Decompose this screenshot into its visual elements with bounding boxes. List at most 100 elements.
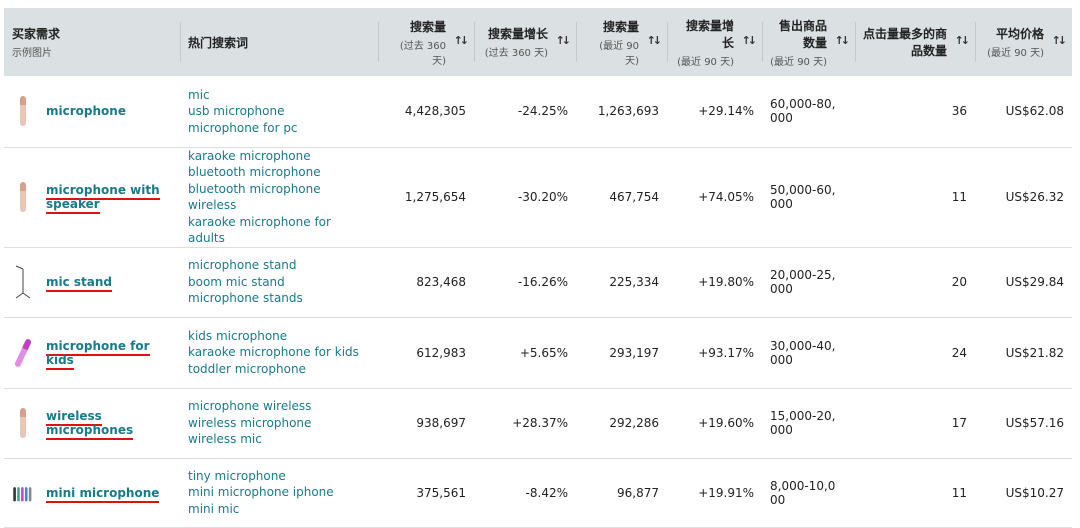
search-term-link[interactable]: wireless mic: [188, 432, 262, 447]
column-subtitle: (最近 90 天): [677, 56, 734, 68]
search-growth-360: +28.37%: [474, 388, 576, 459]
search-volume-360: 938,697: [378, 388, 474, 459]
average-price: US$10.27: [975, 458, 1072, 528]
search-term-link[interactable]: mini microphone iphone: [188, 485, 334, 500]
buyer-need-link[interactable]: wireless microphones: [46, 409, 134, 440]
search-terms-cell: karaoke microphone bluetooth microphone bl…: [180, 147, 378, 248]
most-clicked-count: 36: [855, 76, 975, 148]
table-row: microphone mic usb microphone microphone fo…: [4, 76, 1072, 148]
search-volume-360: 4,428,305: [378, 76, 474, 148]
search-term-link[interactable]: mic: [188, 87, 210, 102]
column-header[interactable]: 搜索量 (最近 90 天) ↑↓: [576, 8, 667, 76]
column-title: 平均价格: [995, 27, 1044, 41]
search-term-link[interactable]: bluetooth microphone: [188, 165, 321, 179]
search-volume-90: 225,334: [576, 247, 667, 318]
average-price: US$26.32: [975, 147, 1072, 248]
buyer-needs-table: 买家需求 示例图片 热门搜索词 搜索量 (过去 360 天) ↑↓ 搜索量增长 (过去 360…: [4, 8, 1072, 528]
column-subtitle: (最近 90 天): [770, 56, 827, 68]
search-growth-360: -30.20%: [474, 147, 576, 248]
column-title: 热门搜索词: [188, 35, 249, 50]
most-clicked-count: 17: [855, 388, 975, 459]
search-volume-90: 1,263,693: [576, 76, 667, 148]
column-title: 搜索量: [409, 19, 446, 34]
units-sold: 30,000-40,000: [762, 317, 855, 389]
search-terms-cell: mic usb microphone microphone for pc: [180, 76, 378, 148]
search-term-link[interactable]: microphone stands: [188, 291, 303, 306]
search-growth-360: -16.26%: [474, 247, 576, 318]
most-clicked-count: 11: [855, 147, 975, 248]
search-term-link[interactable]: kids microphone: [188, 328, 288, 343]
search-term-link[interactable]: karaoke microphone: [188, 148, 311, 163]
sort-icon[interactable]: ↑↓: [646, 34, 663, 47]
buyer-need-link[interactable]: microphone for kids: [46, 338, 150, 370]
search-volume-90: 96,877: [576, 458, 667, 528]
search-volume-90: 292,286: [576, 388, 667, 459]
search-growth-90: +74.05%: [667, 147, 762, 248]
search-term-link[interactable]: tiny microphone: [188, 468, 286, 483]
column-header[interactable]: 搜索量增长 (过去 360 天) ↑↓: [474, 8, 576, 76]
buyer-need-cell: microphone: [4, 76, 180, 148]
buyer-need-cell: wireless microphones: [4, 388, 180, 459]
table-row: microphone for kids kids microphone karaok…: [4, 317, 1072, 389]
buyer-need-link[interactable]: mini microphone: [46, 485, 160, 503]
search-growth-90: +19.91%: [667, 458, 762, 528]
column-header[interactable]: 售出商品数量 (最近 90 天) ↑↓: [762, 8, 855, 76]
units-sold: 50,000-60,000: [762, 147, 855, 248]
search-term-link[interactable]: microphone stand: [188, 258, 297, 273]
column-title: 搜索量增长: [487, 27, 548, 41]
column-subtitle: 示例图片: [12, 48, 52, 59]
search-volume-360: 612,983: [378, 317, 474, 389]
search-growth-90: +19.60%: [667, 388, 762, 459]
column-header: 买家需求 示例图片: [4, 8, 180, 76]
buyer-need-link[interactable]: microphone with speaker: [46, 183, 160, 214]
column-header[interactable]: 点击量最多的商品数量 ↑↓: [855, 8, 975, 76]
search-term-link[interactable]: microphone wireless: [188, 399, 312, 414]
search-term-link[interactable]: bluetooth microphone wireless: [188, 181, 321, 213]
sort-icon[interactable]: ↑↓: [555, 34, 572, 47]
search-term-link[interactable]: karaoke microphone for kids: [188, 345, 359, 360]
search-term-link[interactable]: boom mic stand: [188, 274, 285, 289]
table-row: microphone with speaker karaoke microphon…: [4, 147, 1072, 248]
most-clicked-count: 24: [855, 317, 975, 389]
sort-icon[interactable]: ↑↓: [954, 34, 971, 47]
search-volume-360: 375,561: [378, 458, 474, 528]
column-title: 售出商品数量: [778, 18, 827, 50]
buyer-need-cell: mic stand: [4, 247, 180, 318]
mini-microphones-image: [12, 476, 34, 510]
search-terms-cell: microphone wireless wireless microphone wi…: [180, 388, 378, 459]
sort-icon[interactable]: ↑↓: [834, 34, 851, 47]
microphone-image: [12, 180, 34, 214]
microphone-image: [12, 406, 34, 440]
sort-icon[interactable]: ↑↓: [453, 34, 470, 47]
search-growth-360: +5.65%: [474, 317, 576, 389]
column-header[interactable]: 搜索量 (过去 360 天) ↑↓: [378, 8, 474, 76]
search-growth-90: +19.80%: [667, 247, 762, 318]
search-growth-360: -8.42%: [474, 458, 576, 528]
search-term-link[interactable]: karaoke microphone for adults: [188, 214, 331, 246]
search-terms-cell: microphone stand boom mic stand microphone…: [180, 247, 378, 318]
search-terms-cell: kids microphone karaoke microphone for ki…: [180, 317, 378, 389]
sort-icon[interactable]: ↑↓: [741, 34, 758, 47]
column-header[interactable]: 搜索量增长 (最近 90 天) ↑↓: [667, 8, 762, 76]
search-volume-360: 1,275,654: [378, 147, 474, 248]
column-title: 买家需求: [12, 27, 61, 41]
units-sold: 15,000-20,000: [762, 388, 855, 459]
table-row: wireless microphones microphone wireless w…: [4, 388, 1072, 459]
search-term-link[interactable]: mini mic: [188, 501, 240, 516]
microphone-image: [12, 94, 34, 128]
column-subtitle: (最近 90 天): [599, 40, 639, 67]
sort-icon[interactable]: ↑↓: [1051, 34, 1068, 47]
search-growth-90: +29.14%: [667, 76, 762, 148]
search-volume-360: 823,468: [378, 247, 474, 318]
column-header[interactable]: 平均价格 (最近 90 天) ↑↓: [975, 8, 1072, 76]
search-terms-cell: tiny microphone mini microphone iphone min…: [180, 458, 378, 528]
search-term-link[interactable]: toddler microphone: [188, 361, 306, 376]
buyer-need-cell: microphone for kids: [4, 317, 180, 389]
search-term-link[interactable]: wireless microphone: [188, 415, 312, 430]
buyer-need-link[interactable]: microphone: [46, 104, 126, 119]
kids-microphone-image: [12, 336, 34, 370]
buyer-need-link[interactable]: mic stand: [46, 275, 113, 292]
column-title: 搜索量: [602, 19, 639, 34]
search-term-link[interactable]: usb microphone: [188, 104, 285, 118]
search-term-link[interactable]: microphone for pc: [188, 120, 298, 135]
